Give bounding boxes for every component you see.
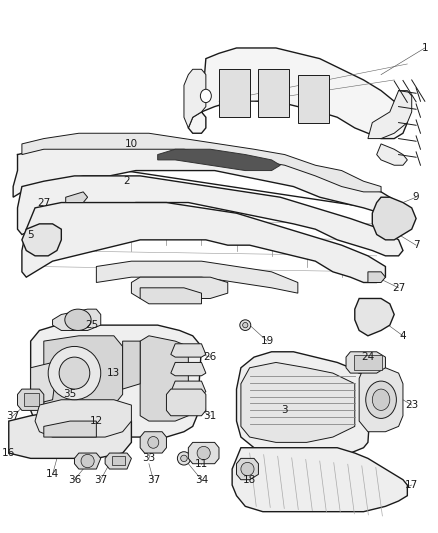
Polygon shape — [22, 203, 385, 282]
Polygon shape — [105, 453, 131, 469]
Text: 12: 12 — [90, 416, 103, 426]
Polygon shape — [171, 344, 206, 357]
Polygon shape — [188, 48, 407, 139]
Polygon shape — [346, 352, 385, 373]
Text: 34: 34 — [195, 475, 208, 484]
Polygon shape — [123, 341, 140, 389]
Polygon shape — [9, 410, 131, 458]
Polygon shape — [237, 352, 372, 453]
Polygon shape — [188, 442, 219, 464]
Polygon shape — [140, 288, 201, 304]
Bar — [24, 393, 39, 406]
Ellipse shape — [177, 452, 191, 465]
Polygon shape — [74, 453, 101, 469]
Polygon shape — [18, 176, 403, 256]
Text: 13: 13 — [107, 368, 120, 378]
Ellipse shape — [200, 89, 211, 102]
Text: 27: 27 — [37, 198, 50, 207]
Polygon shape — [171, 400, 206, 413]
Polygon shape — [53, 309, 101, 330]
Polygon shape — [44, 336, 123, 410]
Text: 24: 24 — [361, 352, 374, 362]
Polygon shape — [368, 91, 412, 139]
Polygon shape — [31, 362, 57, 405]
Polygon shape — [359, 368, 403, 432]
Polygon shape — [44, 421, 96, 437]
Ellipse shape — [372, 389, 390, 410]
Bar — [354, 355, 382, 370]
Polygon shape — [377, 144, 407, 165]
Ellipse shape — [48, 346, 101, 400]
Ellipse shape — [148, 437, 159, 448]
Text: 26: 26 — [204, 352, 217, 362]
Polygon shape — [66, 192, 88, 203]
Polygon shape — [140, 336, 188, 421]
Polygon shape — [241, 362, 355, 442]
Text: 16: 16 — [2, 448, 15, 458]
Text: 37: 37 — [147, 475, 160, 484]
Text: 9: 9 — [413, 192, 420, 202]
Ellipse shape — [366, 381, 396, 418]
Text: 5: 5 — [27, 230, 34, 239]
Polygon shape — [355, 298, 394, 336]
Bar — [298, 75, 328, 123]
Text: 37: 37 — [7, 411, 20, 421]
Polygon shape — [171, 381, 206, 394]
Text: 1: 1 — [421, 43, 428, 53]
Text: 19: 19 — [261, 336, 274, 346]
Polygon shape — [31, 325, 201, 437]
Polygon shape — [158, 149, 280, 171]
Text: 36: 36 — [68, 475, 81, 484]
Bar — [258, 69, 289, 117]
Text: 14: 14 — [46, 470, 59, 479]
Text: 7: 7 — [413, 240, 420, 250]
Ellipse shape — [241, 462, 254, 475]
Ellipse shape — [65, 309, 91, 330]
Polygon shape — [131, 277, 228, 298]
Ellipse shape — [81, 454, 94, 468]
Ellipse shape — [59, 357, 90, 389]
Ellipse shape — [180, 455, 187, 462]
Text: 31: 31 — [204, 411, 217, 421]
Polygon shape — [35, 400, 131, 437]
Polygon shape — [171, 362, 206, 376]
Polygon shape — [237, 458, 258, 480]
Ellipse shape — [240, 320, 251, 330]
Text: 27: 27 — [392, 283, 405, 293]
Polygon shape — [22, 133, 381, 192]
Text: 3: 3 — [281, 406, 288, 415]
Bar — [112, 456, 125, 465]
Text: 25: 25 — [85, 320, 99, 330]
Text: 23: 23 — [405, 400, 418, 410]
Bar — [219, 69, 250, 117]
Text: 2: 2 — [124, 176, 131, 186]
Text: 33: 33 — [142, 454, 155, 463]
Text: 11: 11 — [195, 459, 208, 469]
Text: 37: 37 — [94, 475, 107, 484]
Polygon shape — [368, 272, 385, 282]
Polygon shape — [18, 389, 44, 410]
Polygon shape — [13, 144, 407, 219]
Polygon shape — [232, 448, 407, 512]
Polygon shape — [140, 432, 166, 453]
Polygon shape — [22, 224, 61, 256]
Ellipse shape — [197, 446, 210, 459]
Text: 18: 18 — [243, 475, 256, 484]
Polygon shape — [96, 261, 298, 293]
Text: 17: 17 — [405, 480, 418, 490]
Text: 35: 35 — [64, 390, 77, 399]
Ellipse shape — [243, 322, 248, 328]
Polygon shape — [166, 389, 206, 416]
Text: 10: 10 — [125, 139, 138, 149]
Text: 4: 4 — [399, 331, 406, 341]
Polygon shape — [372, 197, 416, 240]
Polygon shape — [184, 69, 206, 128]
